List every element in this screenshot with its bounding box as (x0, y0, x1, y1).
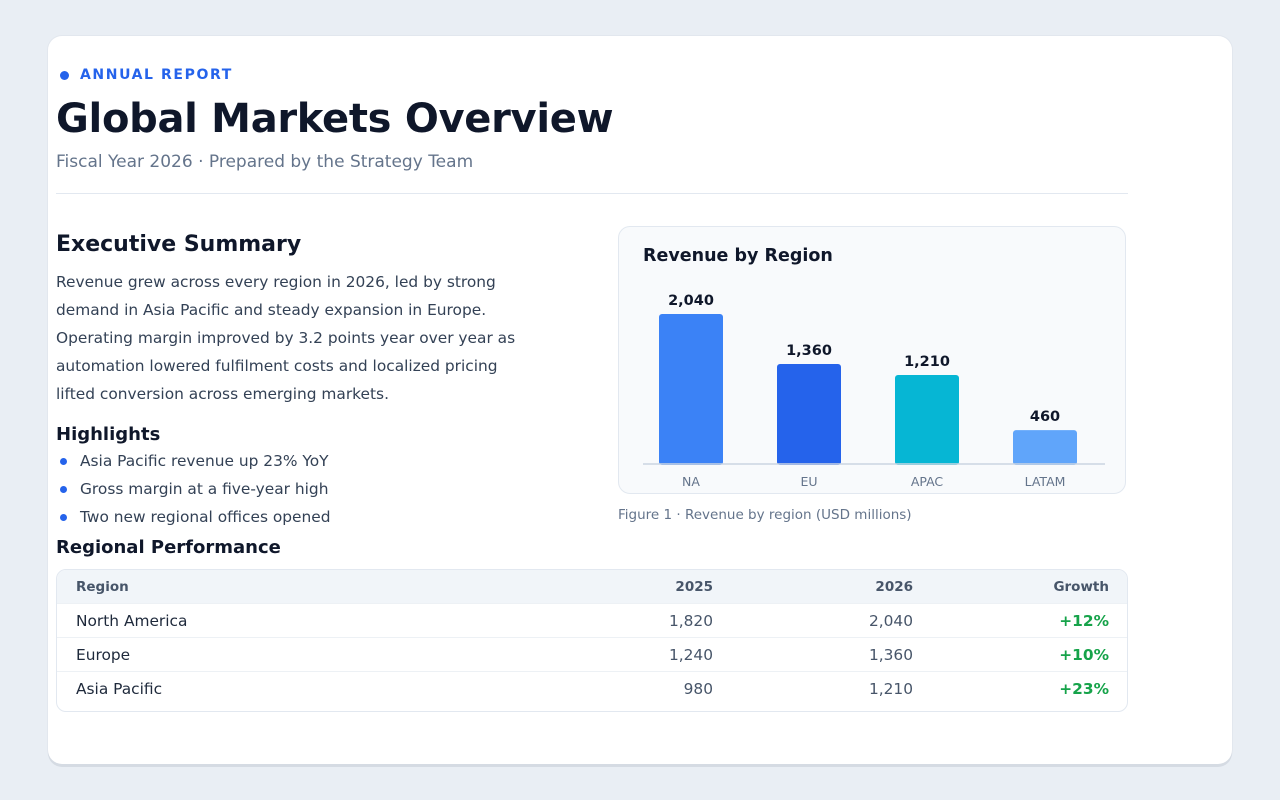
page-subtitle: Fiscal Year 2026 · Prepared by the Strat… (56, 152, 474, 172)
category-tick-label: NA (682, 474, 700, 489)
revenue-2025-cell: 1,240 (668, 645, 713, 664)
bar-value-label: 460 (1030, 409, 1060, 425)
highlight-text: Gross margin at a five-year high (80, 480, 329, 498)
eyebrow-dot-icon (60, 70, 69, 80)
category-tick-label: APAC (911, 474, 944, 489)
highlight-item: Two new regional offices opened (56, 503, 331, 531)
bar-apac (895, 375, 959, 465)
chart-title: Revenue by Region (643, 246, 833, 266)
growth-cell: +23% (1059, 680, 1109, 698)
chart-caption: Figure 1 · Revenue by region (USD millio… (618, 507, 912, 523)
region-cell: North America (76, 611, 188, 630)
regional-performance-table: Region 2025 2026 Growth North America 1,… (56, 569, 1128, 712)
table-row: Europe 1,240 1,360 +10% (57, 638, 1127, 672)
revenue-2025-cell: 1,820 (668, 611, 713, 630)
bar-na (659, 314, 723, 465)
regional-performance-heading: Regional Performance (56, 537, 281, 558)
growth-cell: +12% (1059, 611, 1109, 630)
bar-value-label: 1,210 (904, 354, 950, 370)
bar-value-label: 1,360 (786, 343, 832, 359)
bullet-icon (60, 457, 67, 465)
revenue-2026-cell: 1,360 (868, 645, 913, 664)
column-header-2026: 2026 (875, 578, 913, 595)
region-cell: Asia Pacific (76, 680, 163, 698)
bullet-icon (60, 485, 67, 493)
category-tick-label: LATAM (1025, 474, 1066, 489)
highlights-heading: Highlights (56, 424, 161, 445)
bar-value-label: 2,040 (668, 293, 714, 309)
executive-summary-text: Revenue grew across every region in 2026… (56, 273, 516, 403)
report-eyebrow: ANNUAL REPORT (60, 67, 233, 83)
table-row: Asia Pacific 980 1,210 +23% (57, 672, 1127, 706)
bar-latam (1013, 430, 1077, 465)
column-header-region: Region (76, 578, 129, 595)
table-row: North America 1,820 2,040 +12% (57, 604, 1127, 638)
highlight-text: Two new regional offices opened (80, 508, 331, 526)
revenue-2025-cell: 980 (683, 680, 713, 698)
page-title: Global Markets Overview (56, 96, 614, 142)
region-cell: Europe (76, 645, 131, 664)
highlights-list: Asia Pacific revenue up 23% YoY Gross ma… (56, 447, 331, 531)
header-divider (56, 193, 1128, 194)
growth-cell: +10% (1059, 645, 1109, 664)
column-header-2025: 2025 (675, 578, 713, 595)
column-header-growth: Growth (1053, 578, 1109, 595)
executive-summary-heading: Executive Summary (56, 232, 302, 257)
eyebrow-label: ANNUAL REPORT (80, 67, 233, 83)
bar-eu (777, 364, 841, 465)
category-tick-label: EU (800, 474, 817, 489)
bullet-icon (60, 513, 67, 521)
revenue-2026-cell: 2,040 (868, 611, 913, 630)
revenue-2026-cell: 1,210 (868, 680, 913, 698)
revenue-bar-chart: 2,040 NA 1,360 EU 1,210 APAC 460 LATAM (643, 293, 1105, 489)
table-header-row: Region 2025 2026 Growth (57, 570, 1127, 604)
highlight-item: Gross margin at a five-year high (56, 475, 331, 503)
highlight-text: Asia Pacific revenue up 23% YoY (80, 452, 329, 470)
highlight-item: Asia Pacific revenue up 23% YoY (56, 447, 331, 475)
revenue-chart-panel: Revenue by Region 2,040 NA 1,360 EU 1,210 APA… (618, 226, 1126, 494)
